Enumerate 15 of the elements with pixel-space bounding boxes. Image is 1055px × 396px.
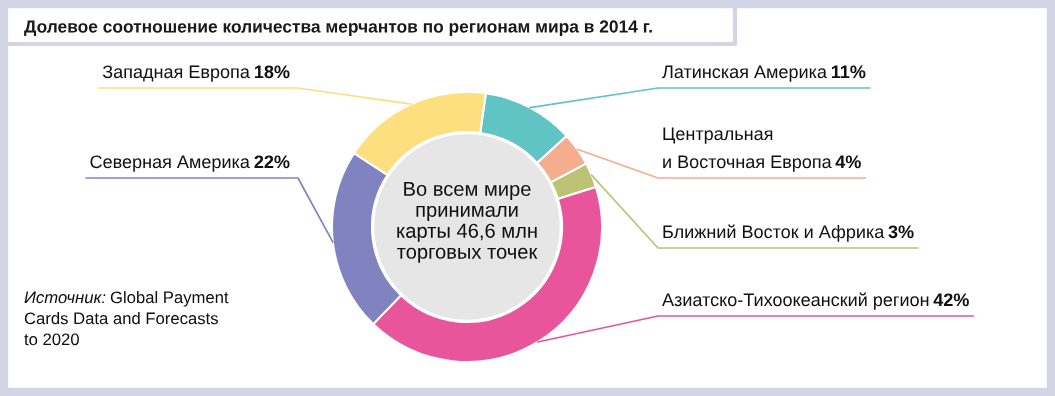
slice-label: Северная Америка: [90, 155, 250, 172]
slice-label: Латинская Америка: [662, 65, 827, 82]
data-label: 3%: [888, 225, 914, 239]
slice-label: Западная Европа: [102, 65, 250, 82]
text: Источник: Global Payment Cards Data and Forecasts to 2020: [24, 291, 229, 346]
data-label: 22%: [254, 155, 290, 169]
slice-label: Центральная и Восточная Европа: [663, 127, 832, 172]
text: Во всем мире принимали карты 46,6 млн торговых точек: [397, 181, 538, 263]
data-label: 11%: [831, 65, 866, 79]
slice-label: Азиатско-Тихоокеанский регион: [662, 292, 929, 310]
chart-title: Долевое соотношение количества мерчантов по регионам мира в 2014 г.: [24, 20, 652, 37]
data-label: 4%: [835, 155, 861, 169]
data-label: 42%: [933, 293, 969, 307]
data-label: 18%: [255, 65, 290, 79]
slice-label: Ближний Восток и Африка: [663, 224, 885, 242]
